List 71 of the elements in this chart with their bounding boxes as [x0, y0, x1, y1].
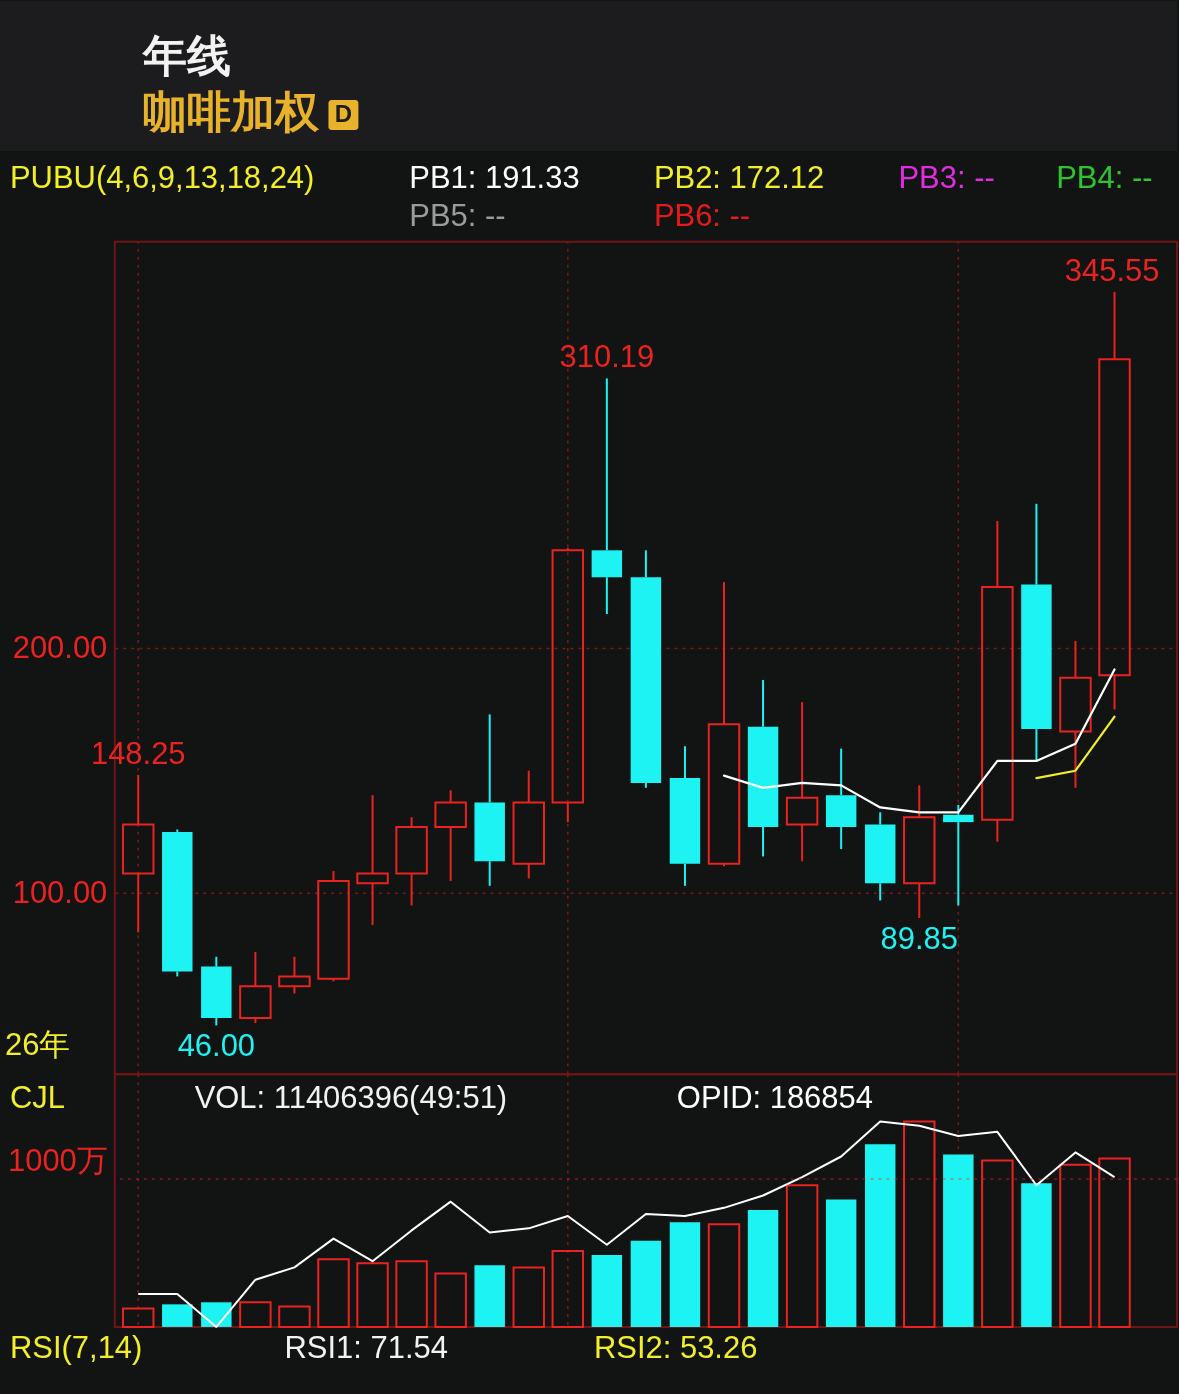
bar: [591, 1255, 623, 1327]
candlestick: [278, 955, 311, 995]
bar: [747, 1209, 779, 1327]
bar: [1059, 1163, 1092, 1328]
bar: [864, 1144, 896, 1327]
legend-title: PUBU(4,6,9,13,18,24): [9, 159, 315, 195]
bar: [707, 1223, 741, 1328]
bar: [239, 1301, 272, 1328]
chart-title: CJL: [9, 1080, 66, 1116]
legend-label: PB5: --: [409, 197, 506, 233]
bar: [630, 1240, 662, 1327]
candlestick: [1021, 502, 1052, 762]
bar: [825, 1199, 857, 1327]
text: 26年: [4, 1027, 71, 1063]
candlestick: [591, 377, 623, 615]
candlestick: [864, 811, 896, 902]
bar: [903, 1120, 936, 1328]
y-tick-label: 100.00: [12, 874, 108, 910]
bar: [434, 1272, 467, 1328]
bar: [356, 1262, 389, 1328]
bar: [669, 1222, 701, 1327]
candlestick: [981, 519, 1014, 843]
candlestick: [512, 769, 545, 880]
text: PB1: 191.33: [409, 159, 580, 195]
legend-label: PB3: --: [898, 159, 995, 195]
bar: [1098, 1157, 1131, 1328]
candlestick: [785, 701, 819, 863]
candlestick: [434, 789, 467, 882]
candlestick: [1098, 290, 1131, 711]
legend-label: PB6: --: [653, 197, 751, 233]
text: RSI(7,14): [9, 1329, 143, 1365]
text: RSI2: 53.26: [593, 1329, 758, 1365]
candlestick: [201, 955, 232, 1027]
text: PB2: 172.12: [653, 159, 825, 195]
legend-label: PB4: --: [1056, 159, 1153, 195]
bar: [943, 1154, 974, 1327]
candlestick: [903, 784, 936, 919]
bar: [512, 1266, 545, 1328]
annotation: 345.55: [1064, 252, 1160, 288]
bar: [395, 1260, 428, 1328]
candlestick: [669, 745, 701, 887]
bar: [122, 1307, 155, 1328]
annotation: 310.19: [559, 339, 655, 375]
bar: [474, 1265, 505, 1327]
annotation: 89.85: [880, 920, 958, 956]
candlestick: [395, 816, 428, 907]
chart-title: 年线: [141, 31, 231, 81]
text: VOL: 11406396(49:51): [194, 1080, 508, 1116]
candlestick: [825, 747, 857, 851]
y-tick-label: 200.00: [12, 629, 108, 665]
bar: [317, 1258, 350, 1328]
candlestick: [1059, 639, 1092, 789]
annotation: 46.00: [177, 1028, 256, 1064]
text: RSI1: 71.54: [284, 1329, 448, 1365]
series-label: OPID: 186854: [676, 1080, 873, 1116]
chart-subtitle: 咖啡加权: [142, 86, 320, 136]
line-series: [722, 668, 1116, 814]
candlestick: [122, 774, 155, 934]
ref-line-label: 1000万: [7, 1143, 108, 1179]
candlestick: [630, 549, 662, 789]
candlestick: [747, 679, 779, 858]
bar: [162, 1304, 193, 1327]
bar: [981, 1159, 1014, 1328]
bar: [1021, 1183, 1052, 1327]
candlestick: [474, 713, 505, 887]
text: D: [334, 99, 353, 127]
candlestick: [356, 794, 389, 926]
annotation: 148.25: [90, 736, 186, 772]
bar: [785, 1184, 819, 1328]
bar: [278, 1305, 311, 1328]
bar: [551, 1249, 585, 1328]
